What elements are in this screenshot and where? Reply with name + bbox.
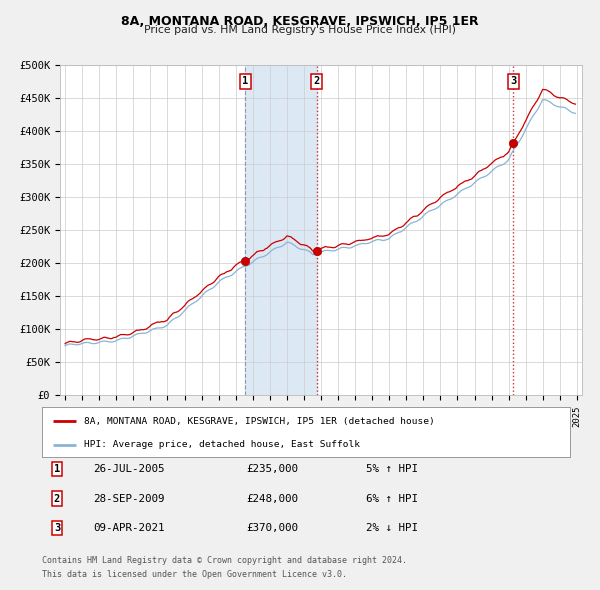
Text: This data is licensed under the Open Government Licence v3.0.: This data is licensed under the Open Gov…: [42, 571, 347, 579]
Text: HPI: Average price, detached house, East Suffolk: HPI: Average price, detached house, East…: [84, 440, 360, 449]
Text: 8A, MONTANA ROAD, KESGRAVE, IPSWICH, IP5 1ER (detached house): 8A, MONTANA ROAD, KESGRAVE, IPSWICH, IP5…: [84, 417, 435, 425]
Text: 2% ↓ HPI: 2% ↓ HPI: [366, 523, 418, 533]
Text: 28-SEP-2009: 28-SEP-2009: [93, 494, 164, 503]
Text: 3: 3: [54, 523, 60, 533]
Text: 26-JUL-2005: 26-JUL-2005: [93, 464, 164, 474]
Text: 3: 3: [510, 77, 517, 86]
Text: 09-APR-2021: 09-APR-2021: [93, 523, 164, 533]
Bar: [245, 65, 317, 395]
Text: Price paid vs. HM Land Registry's House Price Index (HPI): Price paid vs. HM Land Registry's House …: [144, 25, 456, 35]
Text: 5% ↑ HPI: 5% ↑ HPI: [366, 464, 418, 474]
Text: £248,000: £248,000: [246, 494, 298, 503]
Text: 2: 2: [54, 494, 60, 503]
Text: 2: 2: [313, 77, 320, 86]
Text: 8A, MONTANA ROAD, KESGRAVE, IPSWICH, IP5 1ER: 8A, MONTANA ROAD, KESGRAVE, IPSWICH, IP5…: [121, 15, 479, 28]
Text: £370,000: £370,000: [246, 523, 298, 533]
Text: Contains HM Land Registry data © Crown copyright and database right 2024.: Contains HM Land Registry data © Crown c…: [42, 556, 407, 565]
Text: 6% ↑ HPI: 6% ↑ HPI: [366, 494, 418, 503]
Text: 1: 1: [54, 464, 60, 474]
Text: £235,000: £235,000: [246, 464, 298, 474]
Text: 1: 1: [242, 77, 248, 86]
